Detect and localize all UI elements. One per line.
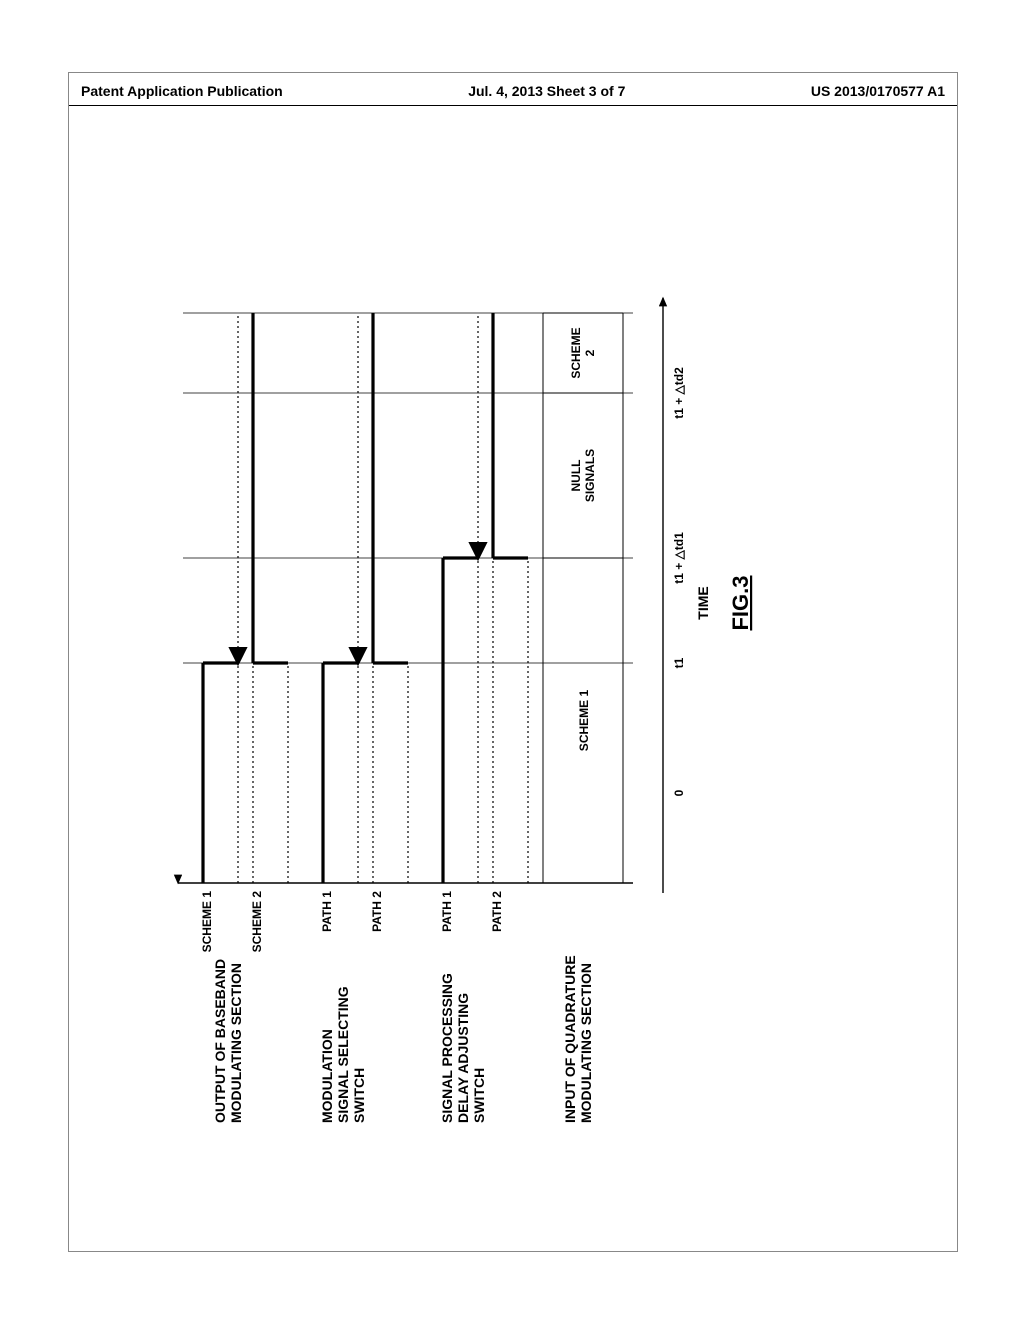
svg-text:OUTPUT OF BASEBAND: OUTPUT OF BASEBAND [212, 959, 228, 1123]
header-center: Jul. 4, 2013 Sheet 3 of 7 [468, 83, 625, 99]
svg-text:SCHEME 2: SCHEME 2 [250, 891, 264, 953]
header-right: US 2013/0170577 A1 [811, 83, 945, 99]
svg-text:SCHEME: SCHEME [569, 327, 583, 378]
svg-text:0: 0 [672, 789, 686, 796]
svg-text:NULL: NULL [569, 460, 583, 492]
svg-text:DELAY ADJUSTING: DELAY ADJUSTING [455, 993, 471, 1123]
svg-text:SIGNALS: SIGNALS [583, 449, 597, 502]
svg-text:TIME: TIME [695, 586, 711, 619]
svg-text:SWITCH: SWITCH [351, 1068, 367, 1123]
svg-text:SCHEME 1: SCHEME 1 [200, 891, 214, 953]
svg-text:PATH 1: PATH 1 [320, 891, 334, 932]
svg-text:SWITCH: SWITCH [471, 1068, 487, 1123]
svg-text:INPUT OF QUADRATURE: INPUT OF QUADRATURE [562, 955, 578, 1123]
svg-text:t1 + △td1: t1 + △td1 [672, 532, 686, 584]
svg-text:MODULATION: MODULATION [319, 1029, 335, 1123]
svg-text:t1: t1 [672, 657, 686, 668]
page-frame: Patent Application Publication Jul. 4, 2… [68, 72, 958, 1252]
svg-text:PATH 2: PATH 2 [490, 891, 504, 932]
svg-text:PATH 1: PATH 1 [440, 891, 454, 932]
svg-text:SCHEME 1: SCHEME 1 [577, 690, 591, 752]
svg-text:SIGNAL PROCESSING: SIGNAL PROCESSING [439, 973, 455, 1123]
page-header: Patent Application Publication Jul. 4, 2… [69, 83, 957, 106]
svg-text:PATH 2: PATH 2 [370, 891, 384, 932]
timing-svg: 0 t1 t1 + △td1 t1 + △td2 TIME FIG.3 SCHEME 1 SC… [163, 253, 863, 953]
svg-text:t1 + △td2: t1 + △td2 [672, 367, 686, 419]
svg-text:MODULATING SECTION: MODULATING SECTION [578, 963, 594, 1123]
svg-text:MODULATING SECTION: MODULATING SECTION [228, 963, 244, 1123]
svg-text:2: 2 [583, 349, 597, 356]
header-left: Patent Application Publication [81, 83, 283, 99]
svg-text:SIGNAL SELECTING: SIGNAL SELECTING [335, 986, 351, 1123]
svg-text:FIG.3: FIG.3 [728, 575, 753, 630]
timing-diagram: 0 t1 t1 + △td1 t1 + △td2 TIME FIG.3 SCHEME 1 SC… [163, 253, 863, 953]
